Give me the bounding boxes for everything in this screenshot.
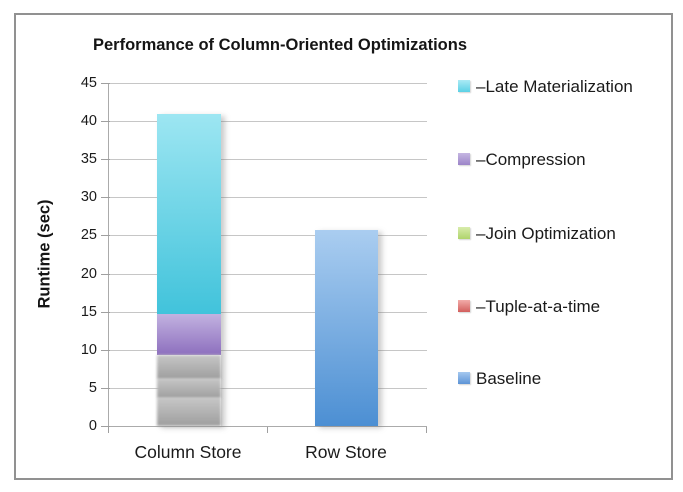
- y-tick-mark-40: [101, 121, 110, 123]
- legend-swatch-baseline-icon: [458, 372, 470, 384]
- plot-area: [108, 83, 427, 427]
- gridline-y-40: [109, 121, 427, 123]
- y-tick-mark-15: [101, 311, 110, 313]
- legend-item-baseline: Baseline: [458, 366, 648, 392]
- y-tick-label-25: 25: [80, 227, 97, 244]
- y-tick-mark-45: [101, 83, 110, 84]
- gridline-y-20: [109, 273, 427, 275]
- bar-segment-column-store-compression: [157, 313, 221, 356]
- y-tick-label-15: 15: [80, 303, 97, 320]
- legend-item-join-optimization: –Join Optimization: [458, 221, 648, 247]
- bar-segment-column-store-tuple-at-a-time: [157, 378, 221, 398]
- y-axis-title: Runtime (sec): [35, 199, 54, 309]
- gridline-y-15: [109, 311, 427, 313]
- y-tick-label-40: 40: [80, 113, 97, 130]
- bar-column-store: [157, 113, 221, 426]
- legend-swatch-tuple-at-a-time-icon: [458, 300, 470, 312]
- legend-item-compression: –Compression: [458, 147, 648, 173]
- bar-segment-column-store-baseline: [157, 397, 221, 426]
- legend-swatch-compression-icon: [458, 153, 470, 165]
- legend-label: –Compression: [476, 150, 586, 169]
- y-tick-label-45: 45: [80, 75, 97, 91]
- y-tick-label-35: 35: [80, 151, 97, 168]
- legend-label: Baseline: [476, 369, 542, 388]
- x-category-label-column-store: Column Store: [134, 442, 242, 462]
- y-tick-label-30: 30: [80, 189, 97, 206]
- bar-row-store: [315, 230, 378, 426]
- x-category-label-row-store: Row Store: [305, 442, 387, 462]
- legend-label: –Join Optimization: [476, 224, 616, 243]
- bar-segment-column-store-late-materialization: [157, 113, 221, 314]
- y-tick-mark-5: [101, 387, 110, 389]
- legend-item-late-materialization: –Late Materialization: [458, 74, 648, 100]
- legend-swatch-late-materialization-icon: [458, 80, 470, 92]
- y-tick-label-5: 5: [88, 379, 97, 396]
- gridline-y-10: [109, 349, 427, 351]
- y-tick-mark-30: [101, 197, 110, 199]
- x-tick-mark-0: [108, 427, 109, 433]
- y-tick-label-0: 0: [88, 418, 97, 434]
- y-tick-label-10: 10: [80, 341, 97, 358]
- legend-swatch-join-optimization-icon: [458, 227, 470, 239]
- x-tick-mark-1: [267, 427, 268, 433]
- gridline-y-5: [109, 387, 427, 389]
- y-tick-mark-10: [101, 349, 110, 351]
- legend-label: –Tuple-at-a-time: [476, 297, 601, 316]
- gridline-y-45: [109, 83, 427, 84]
- legend-item-tuple-at-a-time: –Tuple-at-a-time: [458, 294, 648, 320]
- legend-label: –Late Materialization: [476, 77, 633, 96]
- y-tick-mark-0: [101, 426, 110, 427]
- x-tick-mark-2: [426, 427, 427, 433]
- bar-segment-row-store-baseline: [315, 230, 378, 426]
- gridline-y-25: [109, 235, 427, 237]
- y-tick-mark-35: [101, 159, 110, 161]
- y-tick-label-20: 20: [80, 265, 97, 282]
- bar-segment-column-store-join-optimization: [157, 355, 221, 379]
- y-tick-mark-20: [101, 273, 110, 275]
- y-tick-mark-25: [101, 235, 110, 237]
- gridline-y-30: [109, 197, 427, 199]
- chart-title: Performance of Column-Oriented Optimizat…: [92, 36, 468, 54]
- gridline-y-35: [109, 159, 427, 161]
